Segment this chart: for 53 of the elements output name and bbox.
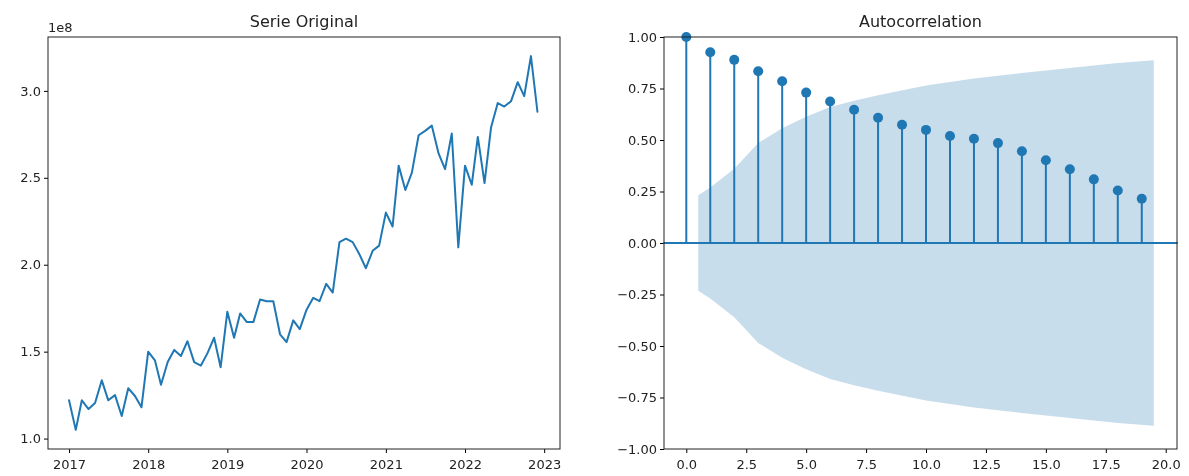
x-tick-label: 5.0 bbox=[796, 457, 817, 472]
x-tick-label: 15.0 bbox=[1031, 457, 1061, 472]
point bbox=[897, 119, 908, 130]
x-tick-label: 12.5 bbox=[971, 457, 1001, 472]
y-tick-label: 1.5 bbox=[20, 344, 41, 360]
point bbox=[1064, 164, 1075, 175]
point bbox=[801, 87, 812, 98]
y-tick-label: 3.0 bbox=[20, 83, 41, 99]
chart-title: Autocorrelation bbox=[859, 12, 982, 31]
y-tick-label: −0.25 bbox=[617, 287, 657, 303]
point bbox=[777, 76, 788, 87]
point bbox=[1112, 185, 1123, 196]
x-tick-label: 2018 bbox=[132, 457, 166, 472]
y-tick-label: 0.25 bbox=[628, 184, 657, 200]
point bbox=[705, 47, 716, 58]
point bbox=[849, 104, 860, 115]
x-tick-label: 2.5 bbox=[736, 457, 758, 472]
y-tick-label: 2.0 bbox=[20, 257, 41, 273]
y-tick-label: 0.75 bbox=[628, 81, 657, 97]
point bbox=[1040, 155, 1051, 166]
y-tick-label: 1.00 bbox=[628, 29, 657, 45]
point bbox=[992, 138, 1003, 149]
x-tick-label: 2017 bbox=[52, 457, 87, 472]
x-tick-label: 7.5 bbox=[856, 457, 877, 472]
y-tick-label: 0.50 bbox=[628, 132, 657, 148]
point bbox=[825, 96, 836, 107]
point bbox=[729, 54, 740, 65]
line-series bbox=[68, 55, 539, 431]
x-tick-label: 0.0 bbox=[676, 457, 698, 472]
point bbox=[1088, 174, 1099, 185]
x-tick-label: 2020 bbox=[290, 457, 324, 472]
x-tick-label: 2022 bbox=[448, 457, 483, 472]
point bbox=[1136, 193, 1147, 204]
y-tick-label: 2.5 bbox=[20, 170, 41, 186]
x-tick-label: 20.0 bbox=[1151, 457, 1181, 472]
point bbox=[921, 124, 932, 135]
x-tick-label: 2021 bbox=[369, 457, 403, 472]
x-tick-label: 2023 bbox=[528, 457, 562, 472]
y-tick-label: −0.50 bbox=[617, 338, 657, 354]
chart-title: Serie Original bbox=[249, 12, 359, 31]
point bbox=[968, 133, 979, 144]
point bbox=[753, 66, 764, 77]
text: 1e8 bbox=[48, 20, 73, 35]
y-tick-label: −0.75 bbox=[617, 390, 657, 406]
point bbox=[873, 112, 884, 123]
point bbox=[1016, 146, 1027, 157]
y-tick-label: −1.00 bbox=[617, 441, 657, 457]
y-tick-label: 0.00 bbox=[628, 235, 657, 251]
x-tick-label: 17.5 bbox=[1091, 457, 1121, 472]
point bbox=[944, 131, 955, 142]
x-tick-label: 2019 bbox=[211, 457, 245, 472]
y-tick-label: 1.0 bbox=[20, 431, 41, 447]
x-tick-label: 10.0 bbox=[912, 457, 941, 472]
